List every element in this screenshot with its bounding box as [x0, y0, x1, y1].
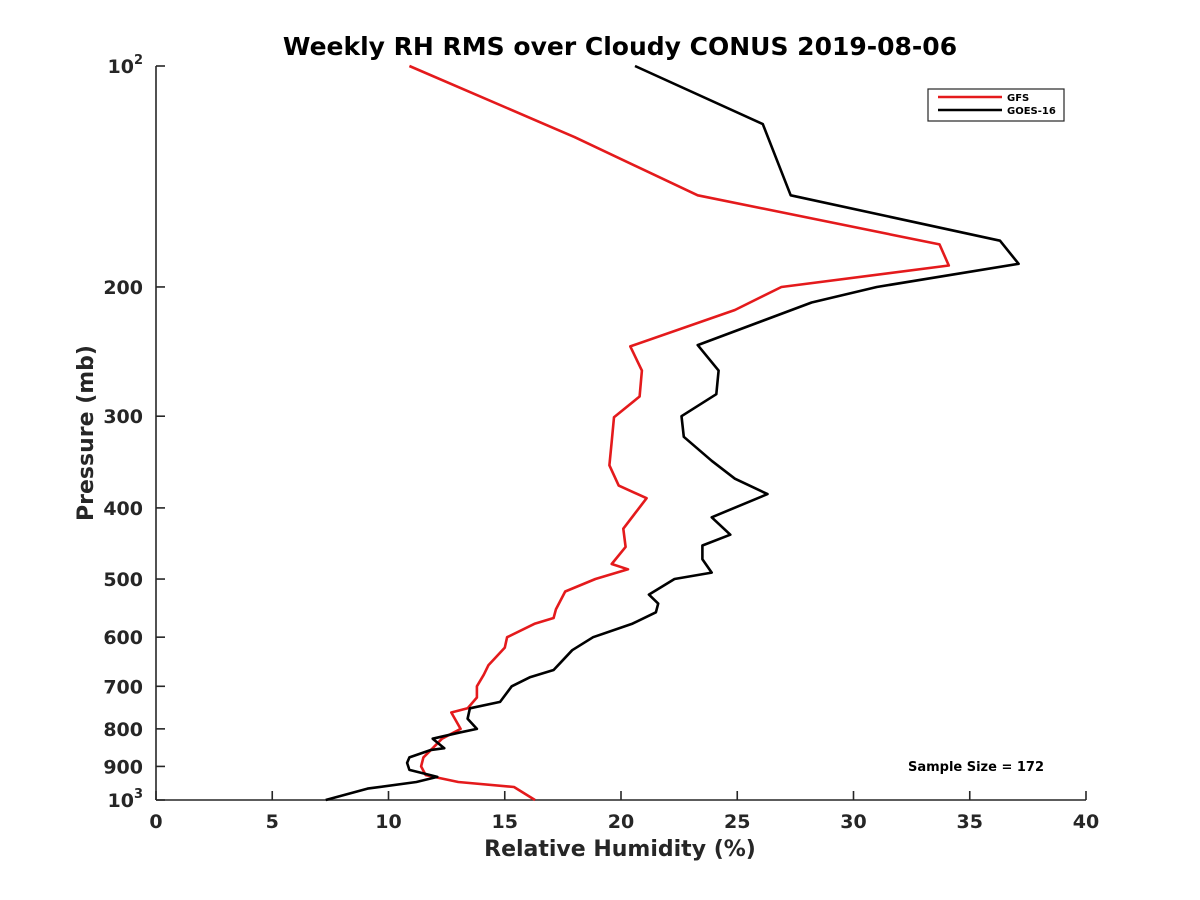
x-ticks: 0 5 10 15 20 25 30 35 40 [149, 791, 1099, 833]
legend-label-goes16: GOES-16 [1007, 106, 1056, 117]
y-tick-label: 103 [108, 787, 144, 812]
x-tick-label: 20 [608, 811, 634, 833]
y-tick-label: 800 [103, 719, 143, 741]
x-tick-label: 15 [492, 811, 518, 833]
x-tick-label: 10 [375, 811, 401, 833]
y-tick-label: 400 [103, 498, 143, 520]
x-tick-label: 30 [840, 811, 866, 833]
y-ticks: 102 200 300 400 500 600 700 800 900 103 [103, 53, 165, 812]
legend: GFS GOES-16 [927, 88, 1065, 122]
x-tick-label: 25 [724, 811, 750, 833]
legend-box [927, 88, 1065, 122]
chart-title: Weekly RH RMS over Cloudy CONUS 2019-08-… [283, 32, 957, 61]
y-tick-label: 700 [103, 676, 143, 698]
y-axis-label: Pressure (mb) [74, 345, 99, 521]
series-line-gfs [408, 64, 951, 802]
series-line-goes16 [325, 64, 1020, 802]
x-tick-label: 40 [1073, 811, 1099, 833]
legend-label-gfs: GFS [1007, 93, 1029, 104]
series-layer [325, 64, 1020, 802]
y-tick-label: 900 [103, 756, 143, 778]
y-tick-label: 600 [103, 627, 143, 649]
y-tick-label: 300 [103, 406, 143, 428]
y-tick-label: 500 [103, 569, 143, 591]
x-axis-label: Relative Humidity (%) [484, 837, 756, 862]
y-tick-label: 200 [103, 277, 143, 299]
x-tick-label: 0 [149, 811, 162, 833]
y-tick-label: 102 [108, 53, 144, 78]
axes: 0 5 10 15 20 25 30 35 40 102 200 300 400 500 600 700 80… [103, 53, 1099, 833]
sample-size-annotation: Sample Size = 172 [908, 760, 1044, 775]
x-tick-label: 35 [957, 811, 983, 833]
x-tick-label: 5 [266, 811, 279, 833]
